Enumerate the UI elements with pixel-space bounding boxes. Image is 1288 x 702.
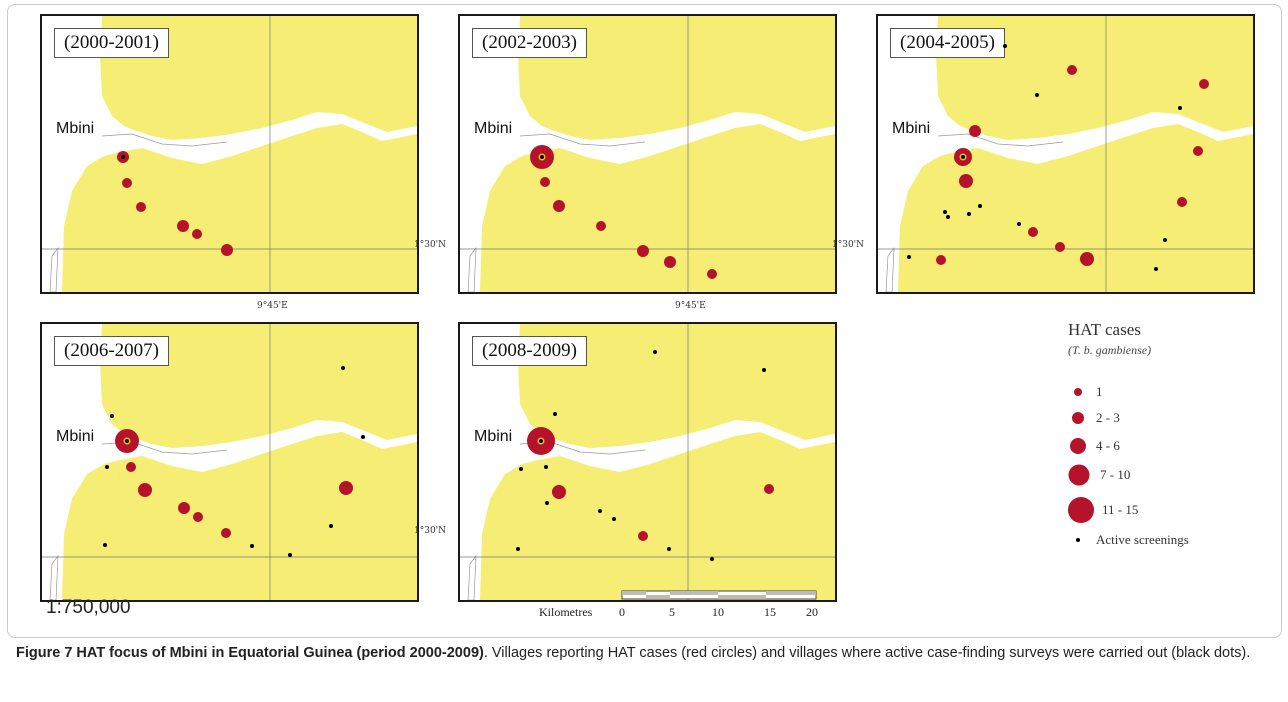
- town-label: Mbini: [56, 120, 95, 137]
- legend-item-7-10: 7 - 10: [1068, 461, 1130, 489]
- map-drawing: [460, 324, 835, 600]
- scale-bar: [520, 588, 820, 607]
- legend: HAT cases (T. b. gambiense) 1 2 - 3 4 - …: [1068, 320, 1268, 547]
- longitude-label: 9°45'E: [257, 301, 288, 311]
- legend-item-11-15: 11 - 15: [1068, 494, 1138, 526]
- case-circle-icon: [1072, 412, 1084, 424]
- map-panel-2004-2005: (2004-2005) Mbini: [876, 14, 1255, 294]
- scale-tick: 10: [712, 605, 724, 619]
- scale-tick: 0: [619, 605, 625, 619]
- town-label: Mbini: [892, 120, 931, 137]
- map-drawing: [42, 324, 417, 600]
- screening-dot-icon: [1076, 538, 1080, 542]
- legend-title: HAT cases: [1068, 320, 1141, 339]
- map-drawing: [460, 16, 835, 292]
- case-circle-icon: [1070, 438, 1086, 454]
- legend-item-2-3: 2 - 3: [1068, 407, 1120, 429]
- period-label: (2000-2001): [54, 28, 169, 58]
- period-label: (2004-2005): [890, 28, 1005, 58]
- longitude-label: 9°45'E: [675, 301, 706, 311]
- scale-tick: 15: [764, 605, 776, 619]
- scale-tick: 20: [806, 605, 818, 619]
- map-panel-2002-2003: (2002-2003) Mbini: [458, 14, 837, 294]
- figure-caption: Figure 7 HAT focus of Mbini in Equatoria…: [16, 644, 1272, 663]
- scale-unit-label: Kilometres: [539, 605, 593, 619]
- map-scale-ratio: 1:750,000: [46, 597, 131, 618]
- period-label: (2002-2003): [472, 28, 587, 58]
- town-label: Mbini: [474, 120, 513, 137]
- map-drawing: [878, 16, 1253, 292]
- period-label: (2008-2009): [472, 336, 587, 366]
- scale-bar-graphic: [621, 590, 817, 600]
- case-circle-icon: [1074, 388, 1082, 396]
- latitude-label: 1°30'N: [832, 240, 865, 250]
- case-circle-icon: [1068, 464, 1090, 486]
- case-circle-icon: [1068, 497, 1094, 523]
- latitude-label: 1°30'N: [414, 526, 447, 536]
- legend-item-1: 1: [1068, 382, 1103, 402]
- map-panel-2006-2007: (2006-2007) Mbini: [40, 322, 419, 602]
- caption-title: Figure 7 HAT focus of Mbini in Equatoria…: [16, 645, 484, 661]
- map-panel-2008-2009: (2008-2009) Mbini: [458, 322, 837, 602]
- town-label: Mbini: [56, 428, 95, 445]
- legend-item-4-6: 4 - 6: [1068, 434, 1120, 458]
- legend-item-screening: Active screenings: [1068, 532, 1189, 548]
- latitude-label: 1°30'N: [414, 240, 447, 250]
- map-panel-2000-2001: (2000-2001) Mbini: [40, 14, 419, 294]
- period-label: (2006-2007): [54, 336, 169, 366]
- scale-tick: 5: [669, 605, 675, 619]
- caption-text: . Villages reporting HAT cases (red circ…: [483, 645, 1251, 661]
- legend-subtitle: (T. b. gambiense): [1068, 343, 1152, 357]
- town-label: Mbini: [474, 428, 513, 445]
